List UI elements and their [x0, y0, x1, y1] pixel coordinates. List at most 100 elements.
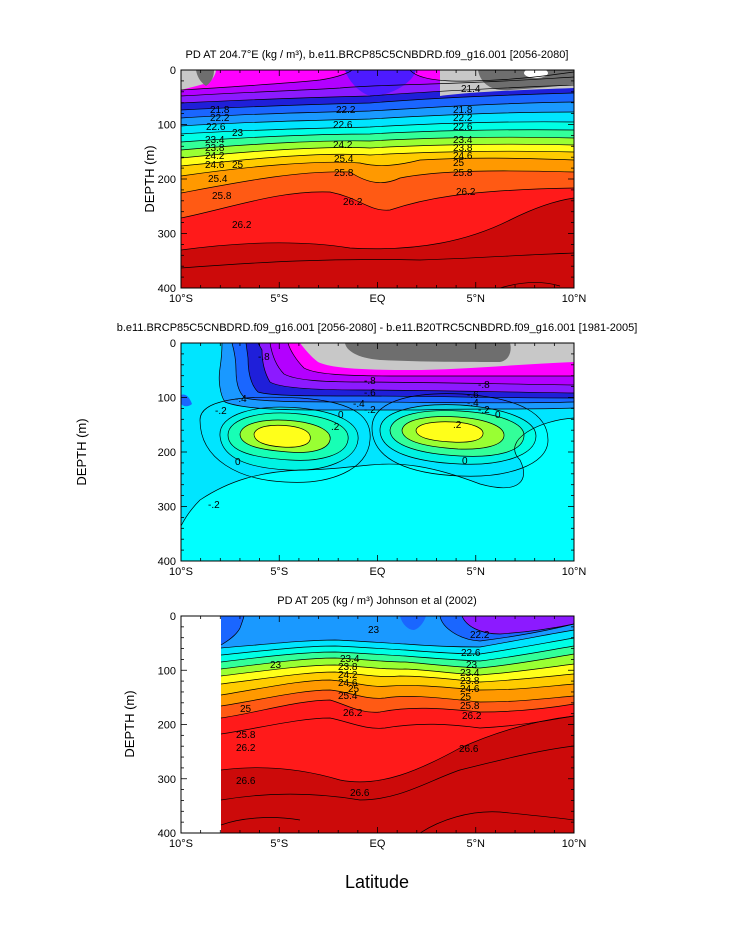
p2-clabel: -.4 — [353, 399, 365, 410]
x-tick-label: EQ — [370, 293, 386, 305]
p1-clabel: 23.8 — [205, 143, 225, 154]
p1-clabel: 24.6 — [453, 151, 473, 162]
y-tick-label: 200 — [158, 174, 176, 186]
y-tick-label: 200 — [158, 720, 176, 732]
p3-clabel: 25.8 — [460, 701, 480, 712]
p3-clabel: 23.8 — [338, 662, 358, 673]
x-tick-label: 5°N — [467, 566, 486, 578]
p1-clabel: 25.8 — [212, 191, 232, 202]
p3-clabel: 25 — [348, 684, 360, 695]
panel-3-contour-labels: 22.2 23 22.6 23 23.4 23 23.8 23.4 24.2 2… — [236, 625, 490, 799]
p2-clabel: -.2 — [364, 405, 376, 416]
p2-clabel: 0 — [338, 410, 344, 421]
y-tick-label: 0 — [170, 65, 176, 77]
y-tick-label: 400 — [158, 283, 176, 295]
p3-clabel: 25.8 — [236, 730, 256, 741]
panel-1-band-indigo — [345, 70, 416, 96]
x-tick-label: 5°S — [270, 838, 288, 850]
p2-clabel: 0 — [462, 456, 468, 467]
p2-clabel: -.2 — [478, 405, 490, 416]
p3-clabel: 26.2 — [343, 708, 363, 719]
p3-clabel: 26.2 — [236, 743, 256, 754]
p3-clabel: 24.2 — [338, 670, 358, 681]
y-tick-label: 0 — [170, 611, 176, 623]
p3-clabel: 26.6 — [236, 776, 256, 787]
panel-1-gray-dark — [196, 70, 574, 91]
p1-clabel: 23.4 — [453, 135, 473, 146]
p2-clabel: -.8 — [478, 380, 490, 391]
p3-clabel: 24.6 — [338, 678, 358, 689]
p3-clabel: 25 — [240, 704, 252, 715]
p1-clabel: 24.2 — [333, 140, 353, 151]
p3-clabel: 23.8 — [460, 676, 480, 687]
p2-clabel: -.6 — [364, 388, 376, 399]
p1-clabel: 26.2 — [343, 197, 363, 208]
p3-clabel: 26.2 — [462, 711, 482, 722]
p1-clabel: 21.8 — [453, 105, 473, 116]
y-tick-label: 100 — [158, 120, 176, 132]
y-tick-label: 300 — [158, 774, 176, 786]
p1-clabel: 25 — [453, 158, 465, 169]
p1-clabel: 24.6 — [205, 160, 225, 171]
p3-clabel: 23.4 — [460, 668, 480, 679]
p1-clabel: 23.4 — [205, 135, 225, 146]
p2-clabel: 0 — [495, 410, 501, 421]
p3-clabel: 26.6 — [459, 744, 479, 755]
p1-clabel: 25.8 — [453, 168, 473, 179]
p2-clabel: -.4 — [467, 398, 479, 409]
y-tick-label: 200 — [158, 447, 176, 459]
panel-1-ylabel: DEPTH (m) — [142, 145, 157, 212]
y-tick-label: 100 — [158, 665, 176, 677]
x-tick-label: 10°N — [562, 293, 587, 305]
x-tick-label: 5°S — [270, 293, 288, 305]
x-tick-label: 5°N — [467, 838, 486, 850]
y-tick-label: 400 — [158, 828, 176, 840]
p3-clabel: 23 — [368, 625, 380, 636]
p2-clabel: -.8 — [364, 376, 376, 387]
panel-1-contours — [181, 70, 574, 288]
p3-clabel: 22.2 — [470, 630, 490, 641]
p3-clabel: 23 — [270, 660, 282, 671]
p3-clabel: 23.4 — [340, 654, 360, 665]
p3-clabel: 26.6 — [350, 788, 370, 799]
p1-clabel: 22.2 — [210, 113, 230, 124]
p2-clabel: -.2 — [208, 500, 220, 511]
y-tick-label: 100 — [158, 393, 176, 405]
y-tick-label: 300 — [158, 229, 176, 241]
p2-clabel: .2 — [331, 422, 340, 433]
panel-3-title: PD AT 205 (kg / m³) Johnson et al (2002) — [277, 595, 477, 607]
panel-3-ylabel: DEPTH (m) — [122, 690, 137, 757]
panel-1-title: PD AT 204.7°E (kg / m³), b.e11.BRCP85C5C… — [186, 49, 569, 61]
p2-clabel: -.6 — [467, 390, 479, 401]
panel-2-ylabel: DEPTH (m) — [74, 418, 89, 485]
p3-clabel: 23 — [466, 660, 478, 671]
p3-clabel: 25.4 — [338, 691, 358, 702]
panel-2-yellow-left — [254, 425, 311, 448]
panel-1-contour-labels: 21.8 22.2 22.6 23 23.4 23.8 24.2 24.6 25… — [205, 84, 481, 231]
panel-2-yellow-right — [416, 421, 484, 443]
p3-clabel: 24.6 — [460, 684, 480, 695]
x-tick-label: 5°N — [467, 293, 486, 305]
x-axis-label: Latitude — [345, 872, 409, 892]
p1-clabel: 25 — [232, 160, 244, 171]
x-tick-label: 5°S — [270, 566, 288, 578]
p2-clabel: .2 — [453, 420, 462, 431]
p1-clabel: 21.8 — [210, 105, 230, 116]
p1-clabel: 25.4 — [208, 174, 228, 185]
panel-3-plot — [220, 616, 574, 833]
p1-clabel: 24.2 — [205, 151, 225, 162]
y-tick-label: 300 — [158, 502, 176, 514]
p1-clabel: 23 — [232, 128, 244, 139]
x-tick-label: EQ — [370, 566, 386, 578]
panel-3-contours — [220, 616, 574, 833]
p1-clabel: 26.2 — [456, 187, 476, 198]
x-tick-label: 10°S — [169, 838, 193, 850]
x-tick-label: 10°S — [169, 293, 193, 305]
panel-2-contour-labels: -.8 -.8 -.8 -.6 -.6 -.4 -.4 -.4 -.2 -.2 … — [208, 352, 501, 511]
p1-clabel: 23.8 — [453, 143, 473, 154]
p1-clabel: 22.6 — [453, 122, 473, 133]
p2-clabel: -.4 — [235, 394, 247, 405]
panel-2-contours — [181, 343, 574, 527]
